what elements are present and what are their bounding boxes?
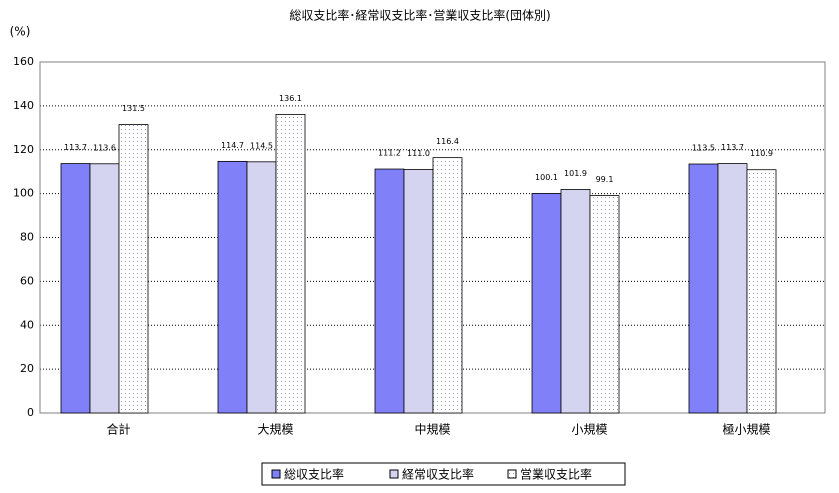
bar — [374, 168, 405, 414]
value-label: 111.0 — [407, 149, 430, 158]
value-label: 113.7 — [64, 143, 87, 152]
value-label: 131.5 — [122, 104, 145, 113]
y-tick-label: 0 — [27, 406, 34, 419]
value-label: 113.7 — [721, 143, 744, 152]
y-tick-label: 80 — [20, 231, 34, 244]
legend-box — [261, 462, 626, 486]
y-tick-label: 60 — [20, 274, 34, 287]
value-label: 116.4 — [436, 137, 459, 146]
x-tick-label: 中規模 — [414, 422, 450, 437]
y-tick-label: 40 — [20, 318, 34, 331]
bar — [118, 124, 149, 414]
value-label: 101.9 — [564, 169, 587, 178]
y-tick-label: 20 — [20, 362, 34, 375]
bar — [531, 193, 562, 414]
legend-swatch — [389, 469, 399, 479]
value-label: 114.5 — [250, 141, 273, 150]
chart-title: 総収支比率･経常収支比率･営業収支比率(団体別) — [289, 8, 550, 23]
x-tick-label: 極小規模 — [722, 422, 770, 437]
bar — [275, 114, 306, 414]
value-label: 136.1 — [279, 94, 302, 103]
bar — [746, 169, 777, 414]
legend-swatch — [507, 469, 517, 479]
x-tick-label: 大規模 — [257, 422, 293, 437]
value-label: 114.7 — [221, 141, 244, 150]
y-tick-label: 120 — [13, 143, 34, 156]
value-label: 99.1 — [596, 175, 614, 184]
value-label: 100.1 — [535, 173, 558, 182]
bar — [688, 163, 719, 414]
value-label: 113.6 — [93, 143, 116, 152]
y-tick-label: 140 — [13, 99, 34, 112]
bar — [432, 157, 463, 414]
y-tick-label: 100 — [13, 187, 34, 200]
y-tick-label: 160 — [13, 55, 34, 68]
bar — [717, 163, 748, 414]
value-label: 113.5 — [692, 144, 715, 153]
value-label: 110.9 — [750, 149, 773, 158]
bar — [246, 161, 277, 414]
x-tick-label: 小規模 — [571, 422, 607, 437]
value-label: 111.2 — [378, 149, 401, 158]
bar — [89, 163, 120, 414]
bar — [217, 160, 248, 414]
x-tick-label: 合計 — [106, 422, 130, 437]
bar — [589, 195, 620, 414]
y-axis-title: (%) — [10, 25, 31, 39]
legend-swatch — [271, 469, 281, 479]
legend-label: 経常収支比率 — [402, 467, 474, 482]
bar — [403, 169, 434, 414]
bar — [60, 163, 91, 414]
bar — [560, 189, 591, 414]
legend-label: 営業収支比率 — [520, 467, 592, 482]
legend-label: 総収支比率 — [284, 467, 344, 482]
